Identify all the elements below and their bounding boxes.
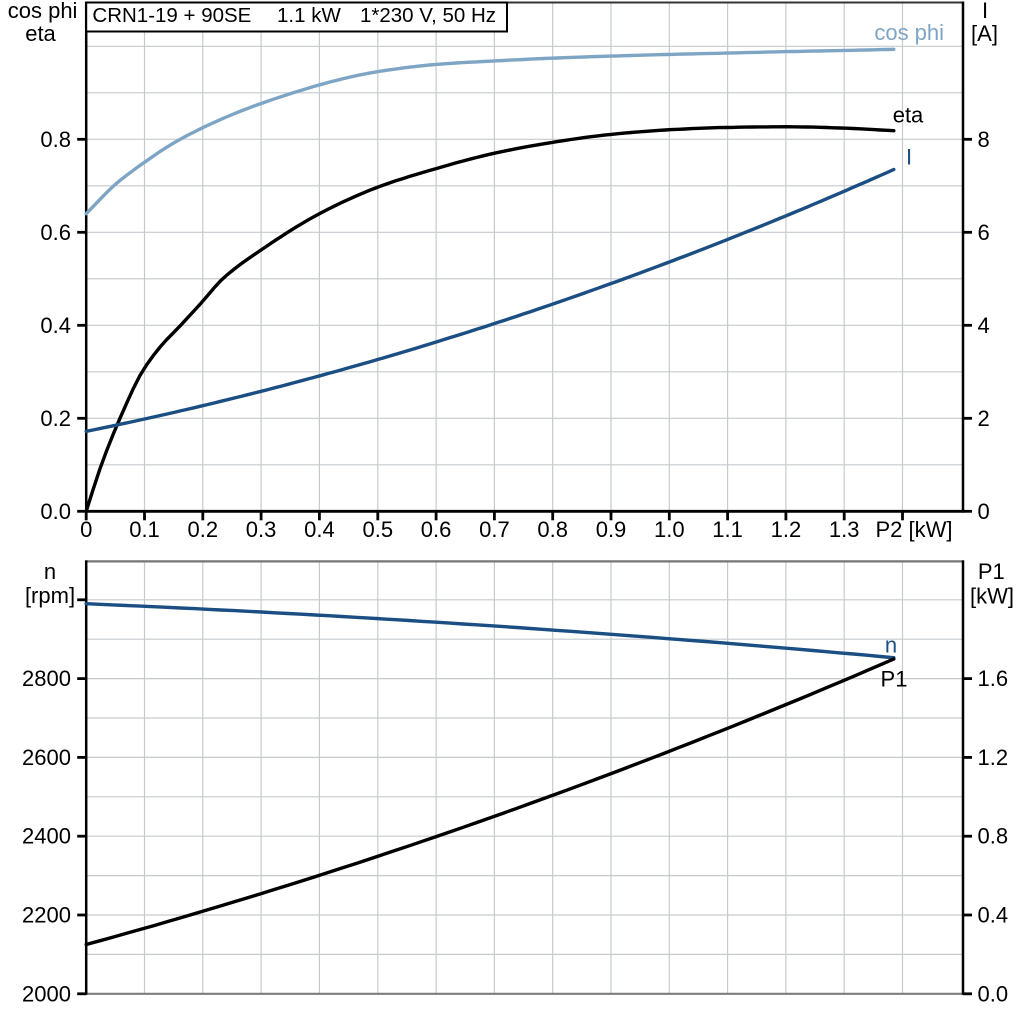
svg-text:0: 0 xyxy=(978,499,990,524)
svg-text:6: 6 xyxy=(978,220,990,245)
svg-text:cos phi: cos phi xyxy=(8,0,78,23)
svg-text:eta: eta xyxy=(893,102,924,127)
svg-text:0.8: 0.8 xyxy=(40,127,71,152)
svg-text:0: 0 xyxy=(80,517,92,542)
svg-text:cos phi: cos phi xyxy=(874,20,944,45)
svg-text:[kW]: [kW] xyxy=(970,583,1014,608)
svg-text:n: n xyxy=(44,559,56,584)
svg-text:2000: 2000 xyxy=(22,981,71,1006)
svg-text:CRN1-19 + 90SE: CRN1-19 + 90SE xyxy=(92,4,251,27)
svg-text:0.9: 0.9 xyxy=(596,517,627,542)
svg-text:0.1: 0.1 xyxy=(129,517,160,542)
svg-text:1.2: 1.2 xyxy=(771,517,802,542)
svg-text:2200: 2200 xyxy=(22,903,71,928)
svg-text:P1: P1 xyxy=(978,559,1005,584)
svg-text:eta: eta xyxy=(25,21,56,46)
svg-text:0.4: 0.4 xyxy=(978,903,1009,928)
svg-text:1.1: 1.1 xyxy=(712,517,743,542)
svg-text:P1: P1 xyxy=(881,667,908,692)
svg-text:0.2: 0.2 xyxy=(188,517,219,542)
svg-text:0.6: 0.6 xyxy=(40,220,71,245)
svg-text:I: I xyxy=(906,145,912,170)
svg-text:1.1 kW: 1.1 kW xyxy=(277,4,341,27)
svg-text:0.2: 0.2 xyxy=(40,406,71,431)
svg-text:0.4: 0.4 xyxy=(304,517,335,542)
svg-text:1.3: 1.3 xyxy=(829,517,860,542)
svg-text:1.2: 1.2 xyxy=(978,745,1009,770)
svg-text:2: 2 xyxy=(978,406,990,431)
svg-text:[rpm]: [rpm] xyxy=(25,583,75,608)
svg-text:0.8: 0.8 xyxy=(537,517,568,542)
svg-text:2600: 2600 xyxy=(22,745,71,770)
svg-text:0.8: 0.8 xyxy=(978,824,1009,849)
svg-text:n: n xyxy=(885,633,897,658)
svg-text:0.3: 0.3 xyxy=(246,517,277,542)
svg-text:0.7: 0.7 xyxy=(479,517,510,542)
svg-text:0.0: 0.0 xyxy=(978,981,1009,1006)
svg-text:1.6: 1.6 xyxy=(978,666,1009,691)
svg-text:0.6: 0.6 xyxy=(421,517,452,542)
svg-text:2800: 2800 xyxy=(22,666,71,691)
svg-text:4: 4 xyxy=(978,313,990,338)
svg-text:0.0: 0.0 xyxy=(40,499,71,524)
svg-text:1*230 V, 50 Hz: 1*230 V, 50 Hz xyxy=(360,4,496,27)
svg-text:1.0: 1.0 xyxy=(654,517,685,542)
svg-text:0.4: 0.4 xyxy=(40,313,71,338)
svg-text:I: I xyxy=(982,0,988,23)
svg-text:0.5: 0.5 xyxy=(363,517,394,542)
svg-text:P2 [kW]: P2 [kW] xyxy=(875,517,952,542)
svg-text:[A]: [A] xyxy=(971,21,998,46)
svg-text:8: 8 xyxy=(978,127,990,152)
svg-text:2400: 2400 xyxy=(22,824,71,849)
